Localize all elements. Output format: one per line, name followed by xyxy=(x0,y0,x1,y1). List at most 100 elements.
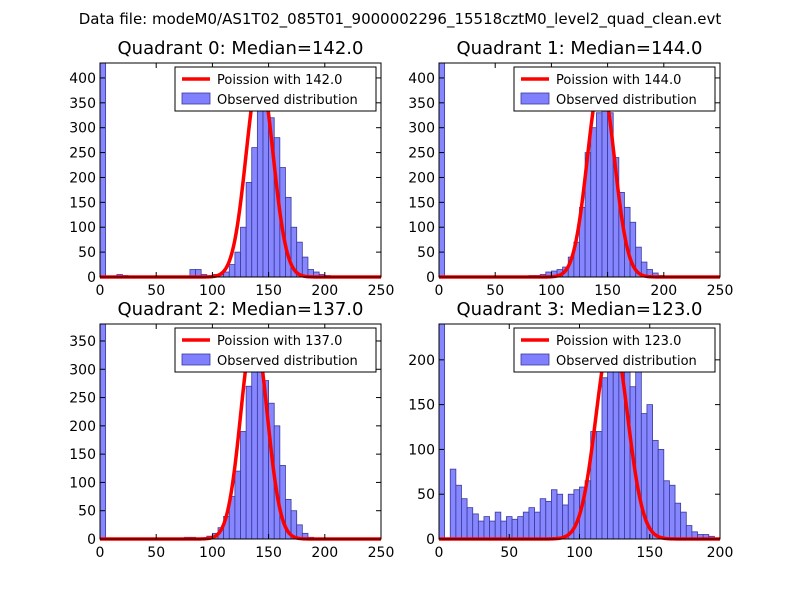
x-tick-label: 200 xyxy=(311,545,338,561)
histogram-bar xyxy=(607,350,614,540)
histogram-bar xyxy=(472,513,479,540)
histogram-bar xyxy=(301,256,309,278)
legend-observed-label: Observed distribution xyxy=(556,93,697,108)
y-tick-label: 150 xyxy=(69,447,96,463)
legend: Poission with 123.0 Observed distribution xyxy=(513,327,716,373)
histogram-bar xyxy=(245,385,253,540)
histogram-bar xyxy=(99,323,107,540)
legend-poisson-label: Poission with 123.0 xyxy=(556,334,681,349)
chart-panel-1: 0 50 100 150 200 250 0 50 100 150 200 250 300 350 400 Q… xyxy=(408,38,733,299)
y-tick-label: 300 xyxy=(408,121,435,137)
x-tick-label: 150 xyxy=(594,283,621,299)
chart-panel-3: 0 50 100 150 200 0 50 100 150 200 Quadrant 3: Medi… xyxy=(408,299,733,561)
x-tick-label: 100 xyxy=(566,545,593,561)
histogram-bar xyxy=(646,404,653,540)
y-tick-label: 300 xyxy=(69,121,96,137)
y-tick-label: 400 xyxy=(69,71,96,87)
legend-observed-swatch xyxy=(181,353,211,366)
legend-observed-swatch xyxy=(520,92,550,105)
histogram-bar xyxy=(461,498,468,540)
y-tick-label: 100 xyxy=(408,442,435,458)
y-tick-label: 200 xyxy=(408,353,435,369)
chart-title: Quadrant 3: Median=123.0 xyxy=(457,299,703,320)
x-tick-label: 250 xyxy=(707,283,734,299)
legend-poisson-label: Poission with 144.0 xyxy=(556,73,681,88)
x-tick-label: 50 xyxy=(486,283,504,299)
x-tick-label: 50 xyxy=(147,283,165,299)
x-tick-label: 50 xyxy=(147,545,165,561)
axes-frame xyxy=(99,62,382,278)
y-tick-label: 0 xyxy=(87,532,96,548)
y-tick-label: 350 xyxy=(408,96,435,112)
histogram-bar xyxy=(256,363,264,540)
chart-title: Quadrant 1: Median=144.0 xyxy=(457,38,703,59)
y-tick-label: 0 xyxy=(426,270,435,286)
legend-observed-swatch xyxy=(181,92,211,105)
y-tick-label: 200 xyxy=(69,419,96,435)
legend-observed-swatch xyxy=(520,353,550,366)
y-tick-label: 50 xyxy=(78,504,96,520)
y-tick-label: 350 xyxy=(69,334,96,350)
y-tick-label: 0 xyxy=(87,270,96,286)
y-tick-label: 50 xyxy=(417,487,435,503)
y-tick-label: 300 xyxy=(69,362,96,378)
histogram-bar xyxy=(601,107,608,278)
y-tick-label: 0 xyxy=(426,532,435,548)
legend-poisson-label: Poission with 137.0 xyxy=(217,334,342,349)
x-tick-label: 150 xyxy=(255,545,282,561)
histogram-bar xyxy=(601,377,608,540)
histogram-bar xyxy=(489,520,496,540)
x-tick-label: 100 xyxy=(538,283,565,299)
axes-frame xyxy=(438,62,721,278)
histogram-bar xyxy=(528,507,535,540)
chart-title: Quadrant 0: Median=142.0 xyxy=(118,38,364,59)
legend-observed-label: Observed distribution xyxy=(556,354,697,369)
histogram-bar xyxy=(466,507,474,540)
histogram-bar xyxy=(234,470,241,540)
x-tick-label: 200 xyxy=(650,283,677,299)
histogram-bar xyxy=(663,480,670,540)
histogram-bar xyxy=(657,449,665,540)
y-tick-label: 100 xyxy=(408,220,435,236)
histogram-bar xyxy=(545,500,552,540)
y-tick-label: 150 xyxy=(408,195,435,211)
histogram-bar xyxy=(245,182,253,278)
x-tick-label: 200 xyxy=(311,283,338,299)
histogram-bar xyxy=(595,112,603,278)
y-tick-label: 250 xyxy=(69,146,96,162)
x-tick-label: 0 xyxy=(435,283,444,299)
histogram-bar xyxy=(455,484,462,540)
y-tick-label: 350 xyxy=(69,96,96,112)
x-tick-label: 250 xyxy=(368,283,395,299)
x-tick-label: 200 xyxy=(707,545,734,561)
histogram-bar xyxy=(669,484,676,540)
legend-observed-label: Observed distribution xyxy=(217,93,358,108)
histogram-bar xyxy=(240,226,247,278)
x-tick-label: 100 xyxy=(199,545,226,561)
x-tick-label: 0 xyxy=(96,283,105,299)
y-tick-label: 150 xyxy=(408,398,435,414)
histogram-bar xyxy=(685,525,693,540)
legend: Poission with 137.0 Observed distribution xyxy=(174,327,377,373)
legend: Poission with 144.0 Observed distribution xyxy=(513,66,716,112)
y-tick-label: 100 xyxy=(69,220,96,236)
histogram-bar xyxy=(595,431,603,540)
x-tick-label: 150 xyxy=(636,545,663,561)
histogram-bar xyxy=(590,127,597,278)
histogram-bar xyxy=(234,251,241,278)
histogram-bar xyxy=(517,516,524,540)
x-tick-label: 150 xyxy=(255,283,282,299)
histogram-bar xyxy=(534,511,541,540)
histogram-bar xyxy=(99,62,107,278)
histogram-bar xyxy=(256,107,264,278)
legend: Poission with 142.0 Observed distribution xyxy=(174,66,377,112)
histogram-bar xyxy=(251,357,258,540)
histogram-bar xyxy=(240,431,247,540)
histogram-bar xyxy=(674,502,682,540)
x-tick-label: 0 xyxy=(96,545,105,561)
histogram-bar xyxy=(539,498,547,540)
y-tick-label: 50 xyxy=(78,245,96,261)
y-tick-label: 200 xyxy=(408,170,435,186)
histogram-bar xyxy=(438,323,446,540)
